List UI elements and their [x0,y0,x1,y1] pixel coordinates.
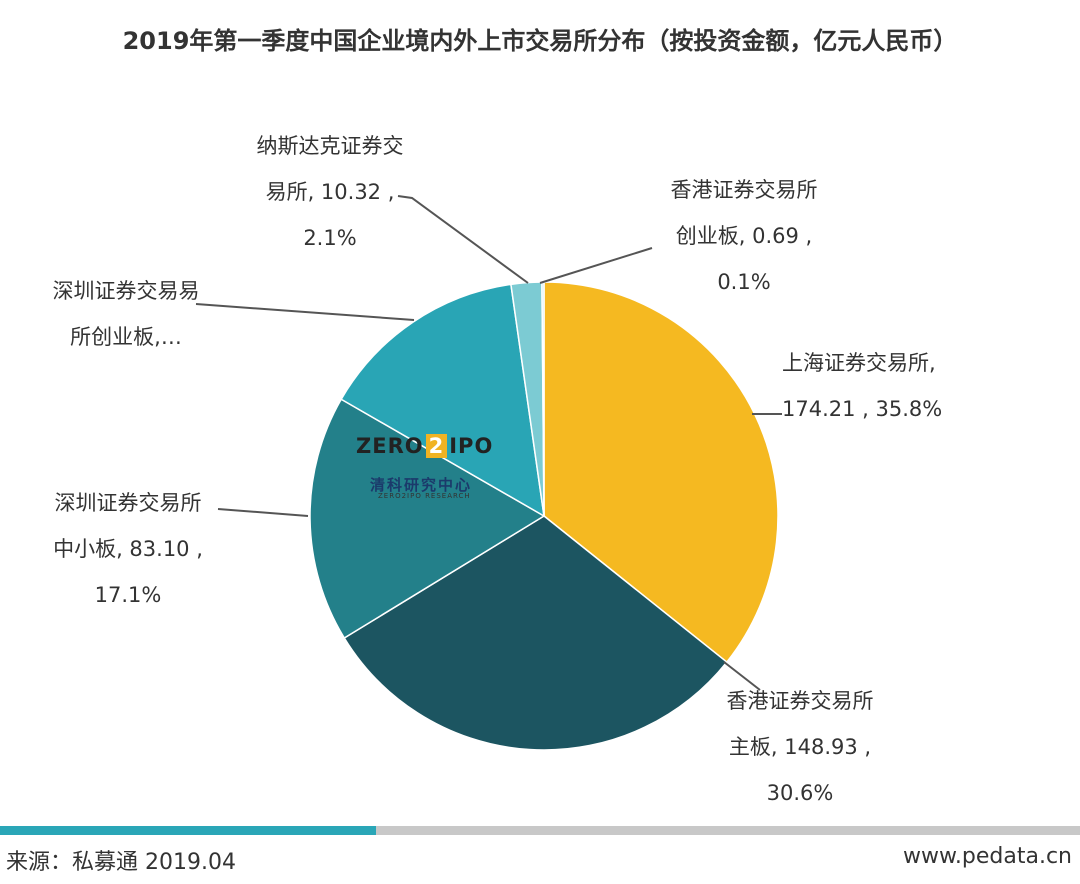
slice-label-line: 174.21 , 35.8% [782,397,942,421]
leader-lines [195,195,782,691]
slice-label-line: 17.1% [95,583,162,607]
pie-slices [309,281,779,751]
leader-line [723,661,761,691]
slice-label-line: 0.1% [717,270,770,294]
watermark-text-right: IPO [449,434,494,458]
leader-line [217,508,309,517]
slice-label-line: 30.6% [767,781,834,805]
chart-title: 2019年第一季度中国企业境内外上市交易所分布（按投资金额，亿元人民币） [122,27,958,55]
slice-label-line: 上海证券交易所, [782,351,936,375]
slice-label-line: 纳斯达克证券交 [257,134,404,158]
watermark-text-left: ZERO [356,434,424,458]
slice-label-line: 深圳证券交易所 [55,491,202,515]
footer-divider-bar [376,826,1080,835]
slice-label-line: 2.1% [303,226,356,250]
watermark-en: ZERO2IPO RESEARCH [378,492,471,500]
slice-label-line: 易所, 10.32 , [266,180,395,204]
pie-slice [340,283,545,518]
slice-label-line: 深圳证券交易易 [53,279,200,303]
slice-label-line: 香港证券交易所 [671,178,818,202]
slice-label-line: 主板, 148.93 , [729,735,871,759]
leader-line [539,247,653,284]
slice-label-line: 香港证券交易所 [727,689,874,713]
pie-slice [343,515,728,751]
leader-line [195,303,415,321]
site-url: www.pedata.cn [902,844,1072,869]
slice-label-line: 中小板, 83.10 , [53,537,203,561]
leader-line [397,195,529,284]
slice-label-line: 创业板, 0.69 , [676,224,812,248]
watermark-text-box: 2 [425,434,448,458]
watermark-logo-text: ZERO 2 IPO [356,434,510,458]
source-note: 来源：私募通 2019.04 [6,850,236,875]
slice-label-line: 所创业板,… [70,325,182,349]
watermark-cn: 清科研究中心 [370,476,473,494]
pie-slice [309,398,546,640]
zero2ipo-watermark: ZERO 2 IPO 清科研究中心 ZERO2IPO RESEARCH [356,434,510,504]
footer-accent-bar [0,826,376,835]
